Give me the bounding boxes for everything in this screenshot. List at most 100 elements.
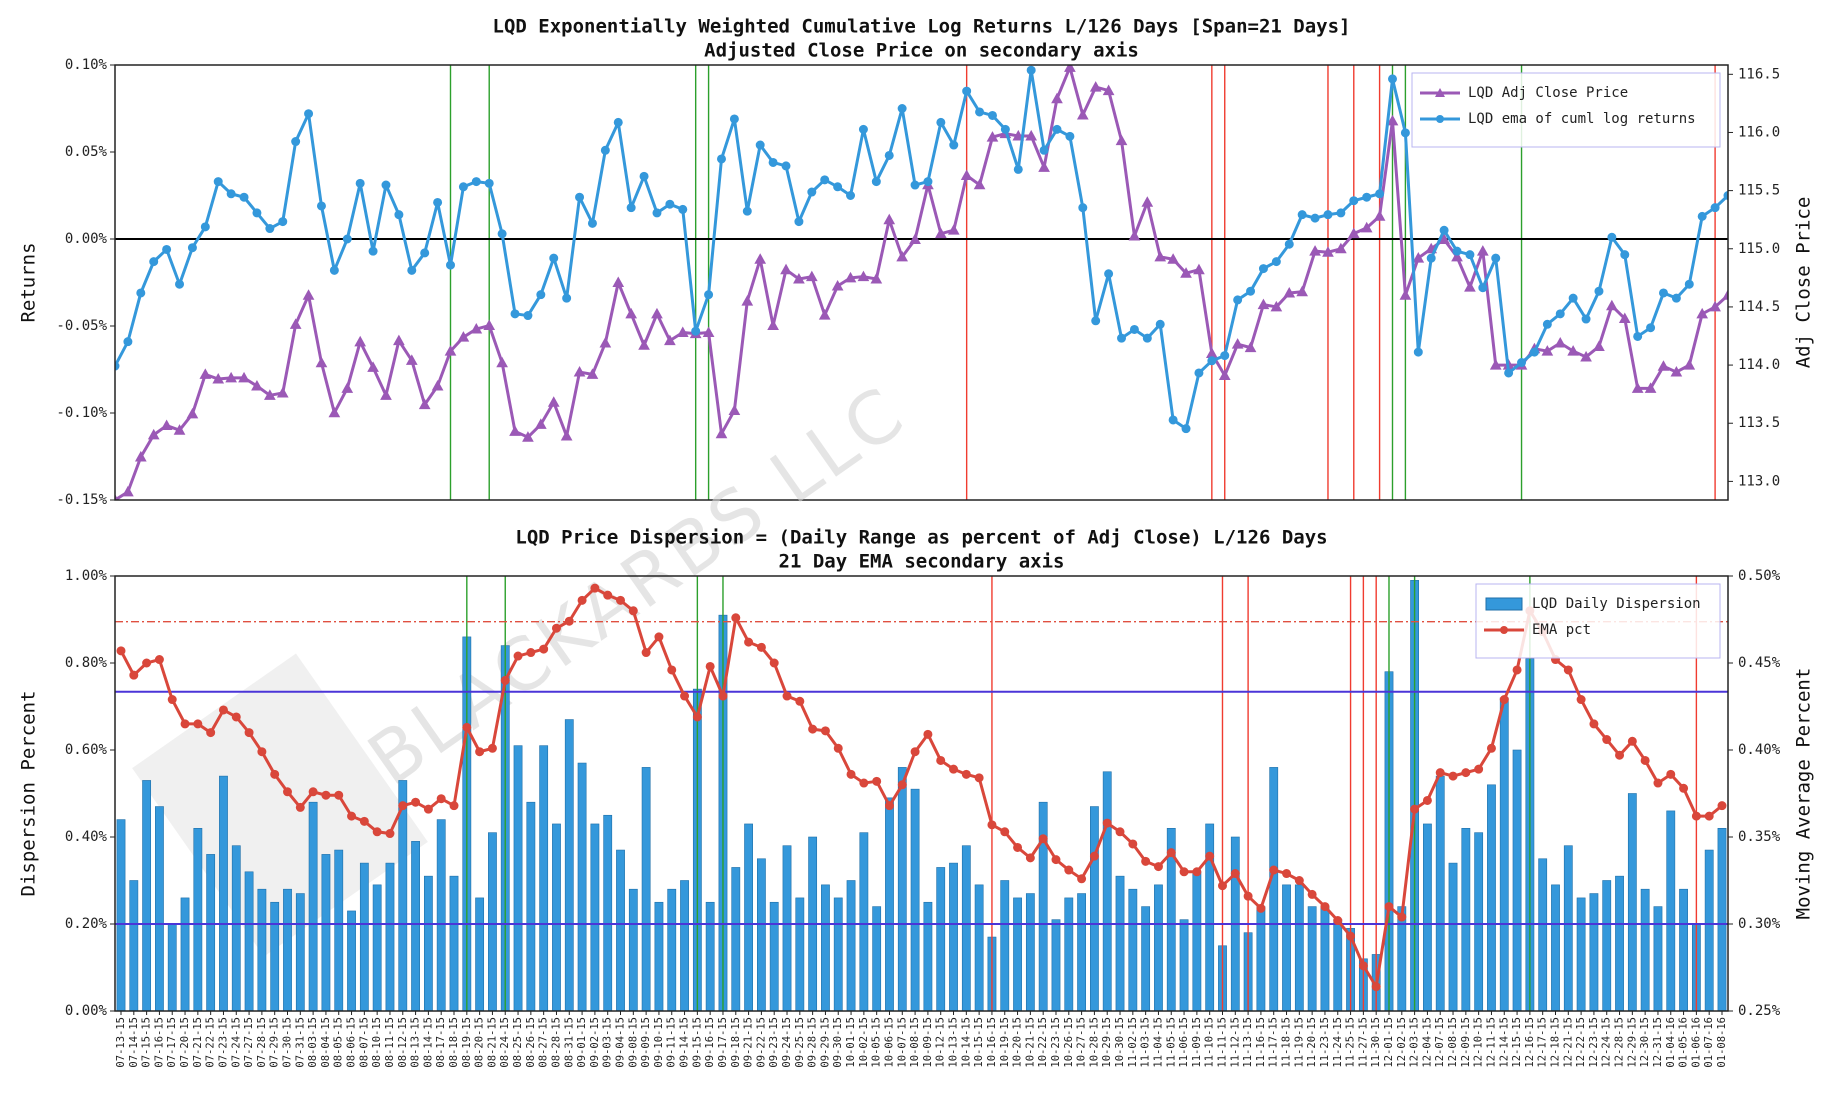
x-tick-label: 09-02-15	[589, 1017, 601, 1068]
marker	[1039, 145, 1049, 155]
x-tick-label: 10-06-15	[883, 1017, 895, 1068]
x-tick-label: 10-20-15	[1012, 1017, 1024, 1068]
marker	[744, 637, 754, 647]
y-tick-label: 0.00%	[65, 1003, 108, 1019]
marker	[613, 117, 623, 127]
marker	[398, 801, 408, 811]
marker	[1696, 307, 1709, 319]
bar	[577, 762, 587, 1011]
marker	[423, 804, 433, 814]
marker	[1697, 211, 1707, 221]
marker	[741, 295, 754, 306]
marker	[1360, 221, 1373, 233]
marker	[769, 658, 779, 668]
x-tick-label: 10-13-15	[948, 1017, 960, 1068]
x-tick-label: 11-30-15	[1370, 1017, 1382, 1068]
marker	[186, 407, 199, 419]
bar	[1282, 884, 1291, 1011]
chart-subtitle: 21 Day EMA secondary axis	[779, 551, 1065, 573]
marker	[1243, 891, 1253, 901]
legend-label: LQD Adj Close Price	[1468, 85, 1628, 101]
x-tick-label: 09-03-15	[602, 1017, 614, 1068]
x-tick-label: 07-30-15	[282, 1017, 294, 1068]
marker	[665, 199, 675, 209]
bar	[1102, 771, 1112, 1011]
marker	[1723, 191, 1728, 200]
marker	[471, 177, 481, 187]
marker	[483, 319, 496, 331]
bar	[1307, 906, 1317, 1011]
x-tick-label: 01-08-16	[1716, 1017, 1728, 1068]
marker	[433, 197, 443, 207]
x-tick-label: 11-18-15	[1281, 1017, 1293, 1068]
marker	[807, 187, 817, 197]
marker	[949, 140, 959, 150]
x-tick-label: 12-17-15	[1537, 1017, 1549, 1068]
marker	[225, 371, 237, 383]
marker	[1102, 84, 1115, 96]
marker	[547, 396, 560, 407]
bar	[1294, 884, 1304, 1011]
marker	[1691, 811, 1701, 821]
marker	[1620, 250, 1630, 260]
marker	[678, 204, 688, 214]
y2-tick-label: 116.0	[1738, 124, 1780, 140]
marker	[1581, 314, 1591, 324]
x-tick-label: 09-28-15	[807, 1017, 819, 1068]
marker	[1128, 839, 1138, 849]
marker	[716, 154, 726, 164]
marker	[122, 485, 134, 497]
marker	[1362, 192, 1372, 202]
marker	[497, 229, 507, 239]
bar	[1320, 906, 1330, 1011]
bar	[1576, 897, 1586, 1011]
bar	[411, 841, 420, 1011]
marker	[1627, 736, 1637, 746]
marker	[782, 691, 792, 701]
marker	[949, 764, 959, 774]
marker	[794, 217, 804, 227]
marker	[1323, 210, 1333, 220]
marker	[180, 719, 190, 729]
bar	[513, 745, 523, 1011]
bar	[231, 845, 241, 1011]
x-tick-label: 08-07-15	[358, 1017, 370, 1068]
bar	[654, 901, 664, 1011]
marker	[411, 797, 421, 807]
y-tick-label: -0.10%	[56, 405, 107, 421]
marker	[295, 802, 305, 812]
marker	[1478, 283, 1488, 293]
x-tick-label: 12-10-15	[1473, 1017, 1485, 1068]
marker	[1257, 298, 1270, 310]
x-tick-label: 12-08-15	[1447, 1017, 1459, 1068]
bar	[1448, 862, 1458, 1011]
marker	[1155, 319, 1165, 329]
marker	[1709, 300, 1721, 312]
marker	[1618, 312, 1631, 324]
bar	[603, 814, 613, 1011]
plot-frame	[114, 575, 1729, 1012]
x-tick-label: 12-22-15	[1575, 1017, 1587, 1068]
marker	[1512, 665, 1522, 675]
x-tick-label: 09-16-15	[704, 1017, 716, 1068]
marker	[909, 233, 921, 244]
bar	[974, 884, 984, 1011]
marker	[1666, 769, 1676, 779]
marker	[1710, 203, 1720, 213]
x-tick-label: 09-21-15	[743, 1017, 755, 1068]
x-tick-label: 12-11-15	[1485, 1017, 1497, 1068]
x-tick-label: 01-05-16	[1678, 1017, 1690, 1068]
bar	[1051, 919, 1061, 1011]
marker	[1410, 804, 1420, 814]
marker	[1038, 161, 1050, 172]
bar	[334, 849, 344, 1011]
bar	[193, 827, 203, 1011]
marker	[1607, 232, 1617, 242]
marker	[935, 227, 947, 239]
marker	[599, 336, 612, 348]
bar	[1205, 823, 1215, 1011]
marker	[536, 290, 546, 300]
x-tick-label: 08-03-15	[307, 1017, 319, 1068]
x-tick-label: 08-06-15	[346, 1017, 358, 1068]
